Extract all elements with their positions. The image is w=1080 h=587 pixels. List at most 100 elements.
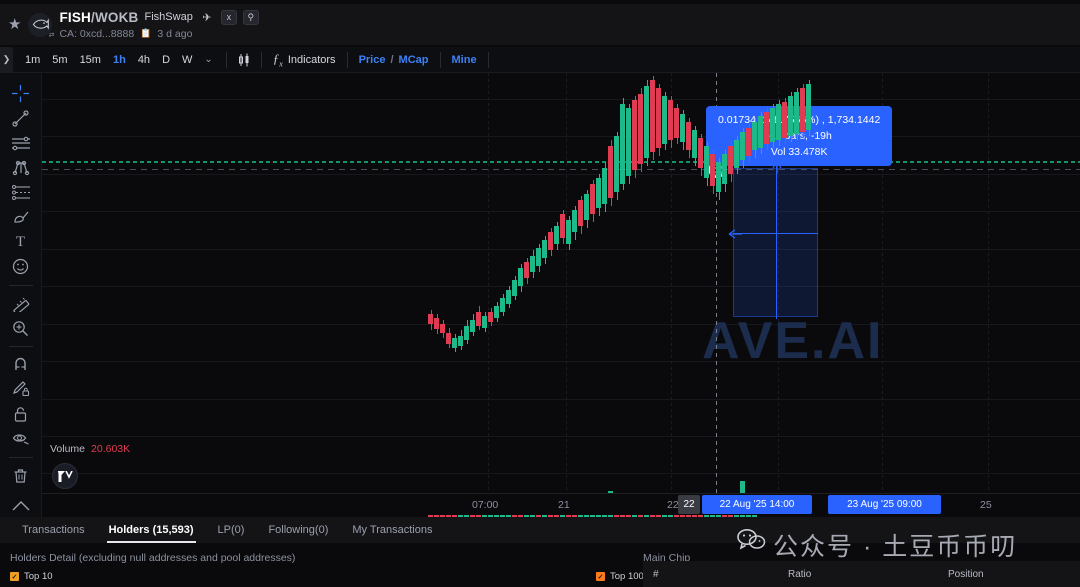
price-mcap-separator: / bbox=[390, 53, 394, 66]
tab-transactions[interactable]: Transactions bbox=[22, 524, 85, 536]
toolbar-divider-b bbox=[8, 345, 33, 347]
pencil-lock-icon[interactable] bbox=[7, 379, 35, 401]
xaxis-label: 07:00 bbox=[472, 499, 499, 511]
current-price-line bbox=[42, 161, 1080, 163]
tab-holders[interactable]: Holders (15,593) bbox=[97, 517, 206, 543]
token-header: ★ ⇄ FISH/WOKB FishSwap ✈ x ⚲ CA: 0xcd...… bbox=[0, 4, 1080, 45]
timeframe-1h[interactable]: 1h bbox=[112, 53, 126, 66]
mine-button[interactable]: Mine bbox=[451, 53, 477, 66]
xaxis-badge-start: 22 Aug '25 14:00 bbox=[702, 495, 812, 514]
token-info-block: FISH/WOKB FishSwap ✈ x ⚲ CA: 0xcd...8888… bbox=[59, 9, 259, 40]
sidebar-collapse-icon[interactable]: ❯ bbox=[0, 46, 13, 73]
volume-legend: Volume 20.603K bbox=[50, 443, 130, 455]
xaxis-label: 21 bbox=[558, 499, 570, 511]
brush-icon[interactable] bbox=[7, 207, 35, 229]
trash-icon[interactable] bbox=[7, 465, 35, 487]
timeframe-5m[interactable]: 5m bbox=[52, 53, 68, 66]
trendline-icon[interactable] bbox=[7, 108, 35, 130]
search-icon[interactable]: ⚲ bbox=[242, 9, 259, 25]
top10-checkbox-row[interactable]: ✓ Top 10 bbox=[10, 571, 53, 582]
chart-watermark: AVE.AI bbox=[702, 312, 884, 370]
volume-label: Volume bbox=[50, 443, 86, 455]
zoom-in-icon[interactable] bbox=[7, 317, 35, 339]
horizontal-rays-icon[interactable] bbox=[7, 132, 35, 154]
tab-lp[interactable]: LP(0) bbox=[217, 524, 245, 536]
fish-glyph-icon bbox=[32, 18, 49, 30]
tv-glyph-icon bbox=[57, 470, 73, 482]
token-pair: FISH/WOKB bbox=[59, 9, 139, 25]
telegram-icon[interactable]: ✈ bbox=[202, 11, 212, 24]
column-ratio[interactable]: Ratio bbox=[788, 569, 812, 580]
tab-following[interactable]: Following(0) bbox=[268, 524, 329, 536]
tab-my-transactions[interactable]: My Transactions bbox=[352, 524, 433, 536]
contract-row: CA: 0xcd...8888 📋 3 d ago bbox=[59, 28, 258, 40]
measure-ruler-icon[interactable] bbox=[7, 293, 35, 315]
candlestick-icon[interactable] bbox=[234, 51, 254, 69]
toolbar-divider-c bbox=[8, 456, 33, 458]
text-tool-icon[interactable]: T bbox=[15, 233, 26, 250]
indicators-label: Indicators bbox=[287, 53, 336, 66]
token-age: 3 d ago bbox=[157, 27, 193, 40]
favorite-star-icon[interactable]: ★ bbox=[8, 16, 22, 33]
tradingview-badge-icon[interactable] bbox=[52, 463, 78, 489]
top100-checkbox[interactable]: ✓ bbox=[596, 572, 605, 581]
top10-label: Top 10 bbox=[24, 571, 53, 582]
eye-hide-icon[interactable] bbox=[7, 428, 35, 450]
top100-label: Top 100 bbox=[610, 571, 644, 582]
timeframe-4h[interactable]: 4h bbox=[137, 53, 151, 66]
crosshair-icon[interactable] bbox=[7, 83, 35, 105]
timeframe-more-chevron-down-icon[interactable]: ⌄ bbox=[204, 54, 213, 65]
token-logo-icon: ⇄ bbox=[28, 12, 55, 39]
toolbar-divider-3 bbox=[346, 51, 348, 68]
reference-price-line bbox=[42, 169, 1080, 170]
candle-glyph-icon bbox=[238, 53, 249, 66]
x-icon[interactable]: x bbox=[220, 9, 237, 25]
timeframe-15m[interactable]: 15m bbox=[79, 53, 101, 66]
timeframe-w[interactable]: W bbox=[182, 53, 193, 66]
holders-detail-label: Holders Detail (excluding null addresses… bbox=[10, 552, 296, 564]
magnet-icon[interactable] bbox=[7, 354, 35, 376]
channel-watermark: 公众号 · 土豆币币叨 bbox=[773, 533, 1018, 561]
top10-checkbox[interactable]: ✓ bbox=[10, 572, 19, 581]
toolbar-divider-2 bbox=[260, 51, 262, 68]
pitchfork-icon[interactable] bbox=[7, 157, 35, 179]
toolbar-divider-1 bbox=[225, 51, 227, 68]
measurement-selection-box[interactable] bbox=[733, 168, 818, 317]
timeframe-1m[interactable]: 1m bbox=[25, 53, 41, 66]
holders-table-header: # Ratio Position bbox=[643, 561, 1080, 587]
xaxis-label: 25 bbox=[980, 499, 992, 511]
dex-name: FishSwap bbox=[144, 11, 193, 23]
chevron-up-icon[interactable] bbox=[7, 495, 35, 517]
xaxis-badge-crosshair: 22 bbox=[678, 495, 700, 514]
selection-vertical-line bbox=[776, 166, 777, 319]
drawing-toolbar: T bbox=[0, 73, 42, 517]
fib-retracement-icon[interactable] bbox=[7, 182, 35, 204]
column-position[interactable]: Position bbox=[948, 569, 984, 580]
copy-icon[interactable]: 📋 bbox=[140, 28, 152, 38]
timeframe-d[interactable]: D bbox=[162, 53, 171, 66]
contract-address[interactable]: CA: 0xcd...8888 bbox=[59, 27, 135, 40]
price-label: Price bbox=[358, 53, 386, 66]
xaxis-label: 22 bbox=[667, 499, 679, 511]
column-index[interactable]: # bbox=[653, 569, 659, 580]
emoji-icon[interactable] bbox=[7, 256, 35, 278]
time-axis[interactable]: 07:00 21 22 24 25 22 22 Aug '25 14:00 23… bbox=[42, 493, 1080, 515]
indicators-button[interactable]: ƒx Indicators bbox=[269, 49, 340, 71]
toolbar-divider-a bbox=[8, 284, 33, 286]
top100-checkbox-row[interactable]: ✓ Top 100 bbox=[596, 571, 644, 582]
mcap-label: MCap bbox=[398, 53, 429, 66]
tooltip-line-3: Vol 33.478K bbox=[770, 146, 828, 158]
selection-horizontal-line bbox=[733, 233, 818, 234]
selection-left-arrow-icon bbox=[728, 229, 742, 239]
crosshair-vertical-line bbox=[716, 73, 717, 517]
token-title-row: FISH/WOKB FishSwap ✈ x ⚲ bbox=[59, 9, 259, 25]
price-chart[interactable]: AVE.AI ◎ 0.01734 (148.7566%) , 1,734.144… bbox=[42, 73, 1080, 517]
bottom-tabbar: Transactions Holders (15,593) LP(0) Foll… bbox=[0, 517, 1080, 543]
lock-icon[interactable] bbox=[7, 403, 35, 425]
wechat-icon bbox=[736, 528, 766, 553]
price-mcap-toggle[interactable]: Price / MCap bbox=[355, 52, 433, 68]
chart-toolbar: ❯ 1m 5m 15m 1h 4h D W ⌄ ƒx Indicators Pr… bbox=[0, 46, 1080, 73]
xaxis-badge-end: 23 Aug '25 09:00 bbox=[828, 495, 941, 514]
swap-badge-icon: ⇄ bbox=[48, 31, 55, 39]
